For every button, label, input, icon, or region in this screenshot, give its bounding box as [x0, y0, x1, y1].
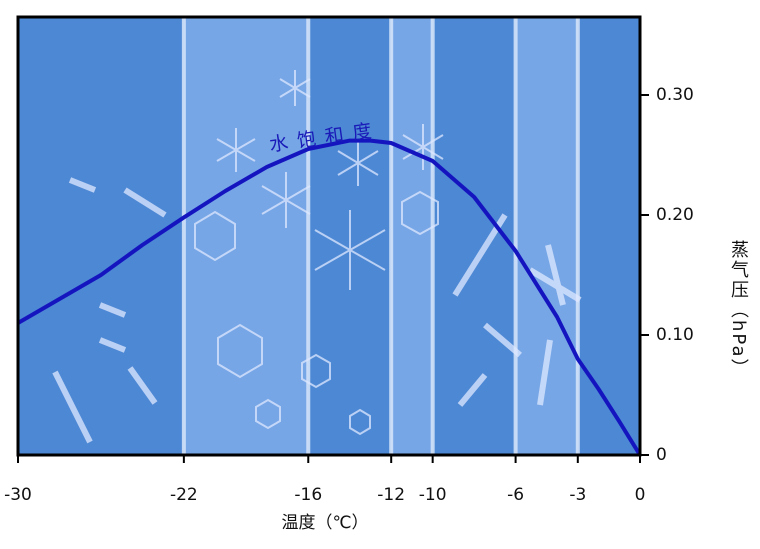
crystal: [52, 177, 167, 444]
line: [16, 138, 642, 457]
y-tick-label: 0.20: [656, 205, 694, 225]
bands: [18, 17, 640, 455]
y-axis-label: 蒸气压（hPa）: [728, 240, 749, 379]
crystal: [402, 124, 444, 170]
x-tick-label: -3: [569, 485, 586, 505]
x-tick-label: -6: [507, 485, 524, 505]
x-tick-label: -30: [4, 485, 32, 505]
snow-crystals: [52, 70, 582, 444]
crystal: [194, 210, 236, 262]
x-tick-label: -12: [377, 485, 405, 505]
band: [391, 17, 433, 455]
y-tick-label: 0: [656, 445, 667, 465]
x-tick-label: 0: [635, 485, 646, 505]
plot-frame: [16, 15, 642, 457]
crystal: [452, 213, 582, 407]
y-tick-label: 0.10: [656, 325, 694, 345]
band: [577, 17, 640, 455]
crystal: [216, 128, 256, 172]
crystal: [401, 190, 439, 236]
crystal: [261, 172, 311, 228]
crystal: [301, 353, 331, 389]
band: [515, 17, 578, 455]
x-axis-label: 温度（℃）: [281, 513, 368, 533]
x-tick-label: -10: [419, 485, 447, 505]
y-tick-label: 0.30: [656, 85, 694, 105]
crystal: [314, 210, 386, 290]
x-tick-label: -22: [170, 485, 198, 505]
band: [183, 17, 309, 455]
crystal: [255, 398, 281, 430]
x-tick-label: -16: [294, 485, 322, 505]
crystal: [349, 408, 371, 436]
crystal: [279, 70, 311, 106]
crystal: [337, 140, 379, 186]
crystal: [217, 323, 263, 379]
